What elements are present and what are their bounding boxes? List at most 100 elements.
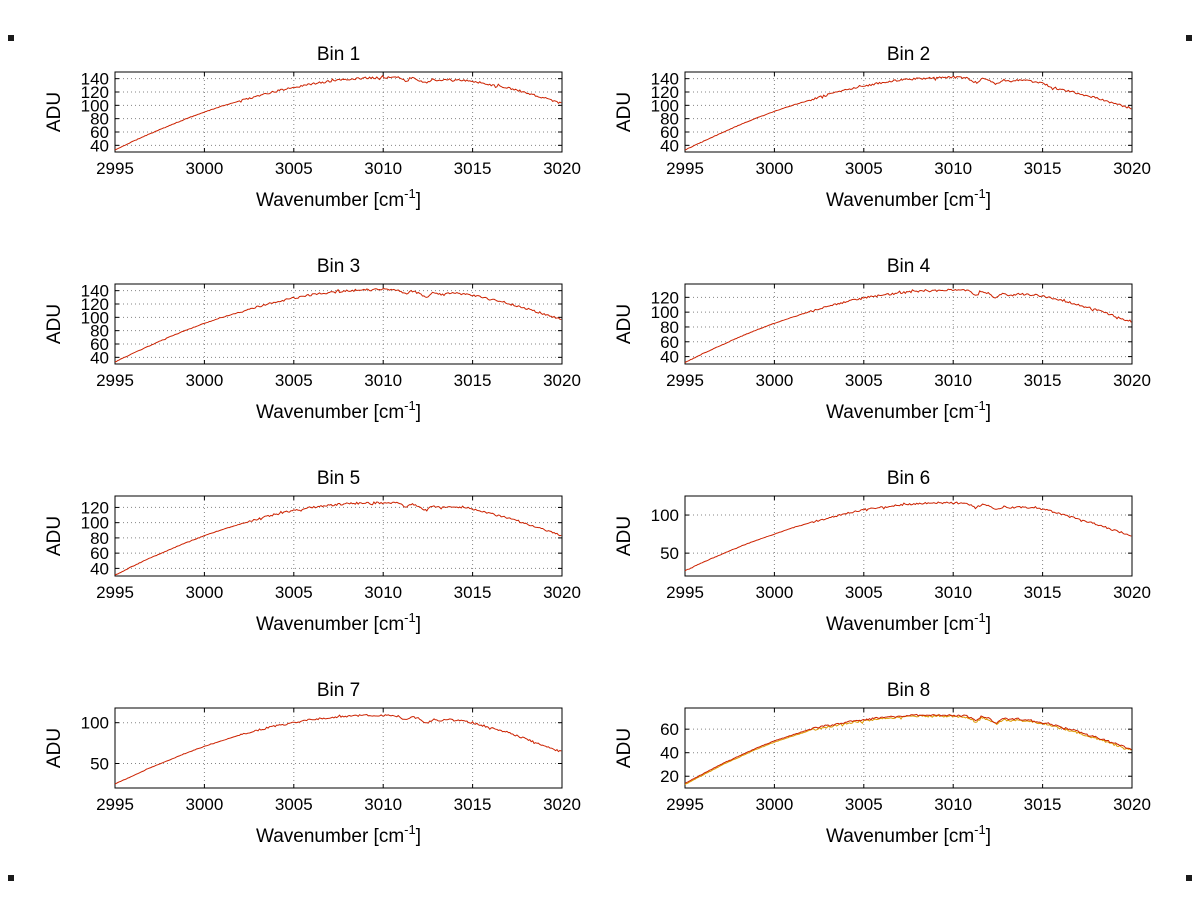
tick-labels: 2995 3000 3005 3010 3015 3020 50 100 <box>651 506 1151 602</box>
x-tick-label: 2995 <box>666 159 704 178</box>
y-tick-label: 40 <box>660 744 679 763</box>
x-tick-label: 3010 <box>364 371 402 390</box>
chart-title: Bin 8 <box>887 680 930 701</box>
x-tick-label: 3020 <box>543 371 581 390</box>
x-tick-label: 2995 <box>96 795 134 814</box>
series-line-spectrum <box>684 288 1132 364</box>
x-axis-label: Wavenumber [cm-1] <box>256 186 421 211</box>
x-axis-label: Wavenumber [cm-1] <box>256 822 421 847</box>
series-line-spectrum <box>114 288 562 363</box>
chart-title: Bin 3 <box>317 256 360 277</box>
y-tick-label: 60 <box>90 123 109 142</box>
chart-title: Bin 5 <box>317 468 360 489</box>
x-tick-label: 3015 <box>1024 583 1062 602</box>
y-axis-label: ADU <box>44 728 65 768</box>
y-tick-label: 100 <box>81 514 109 533</box>
x-tick-label: 3010 <box>934 795 972 814</box>
gridlines <box>114 284 563 364</box>
tick-labels: 2995 3000 3005 3010 3015 3020 50 100 <box>81 714 581 814</box>
y-tick-label: 40 <box>90 136 109 155</box>
x-tick-label: 2995 <box>666 583 704 602</box>
y-axis-label: ADU <box>614 92 635 132</box>
subplot-bin-3: 2995 3000 3005 3010 3015 3020 40 60 80 100 120 140 B… <box>30 252 600 464</box>
corner-artifact-top-left <box>8 35 14 41</box>
y-tick-label: 20 <box>660 767 679 786</box>
x-tick-label: 3020 <box>543 159 581 178</box>
y-tick-label: 120 <box>81 83 109 102</box>
chart-bin-8: 2995 3000 3005 3010 3015 3020 20 40 60 Bin 8 Waven… <box>614 680 1151 847</box>
axes-box <box>684 495 1133 577</box>
x-tick-label: 3015 <box>1024 371 1062 390</box>
x-tick-label: 3010 <box>364 795 402 814</box>
x-tick-label: 3005 <box>845 795 883 814</box>
axes-box <box>684 707 1133 789</box>
y-tick-label: 140 <box>651 70 679 89</box>
axes-box <box>684 71 1133 153</box>
series-line-spectrum <box>684 713 1132 784</box>
x-axis-label: Wavenumber [cm-1] <box>256 398 421 423</box>
y-tick-label: 120 <box>81 498 109 517</box>
y-tick-label: 80 <box>90 322 109 341</box>
tick-labels: 2995 3000 3005 3010 3015 3020 20 40 60 <box>660 720 1151 814</box>
y-tick-label: 120 <box>651 288 679 307</box>
y-axis-label: ADU <box>44 304 65 344</box>
x-tick-label: 3020 <box>1113 795 1151 814</box>
x-tick-label: 3000 <box>185 583 223 602</box>
x-tick-label: 3005 <box>275 371 313 390</box>
x-tick-label: 3000 <box>755 371 793 390</box>
chart-title: Bin 6 <box>887 468 930 489</box>
y-tick-label: 120 <box>651 83 679 102</box>
x-tick-label: 3020 <box>1113 159 1151 178</box>
gridlines <box>684 284 1133 364</box>
y-tick-label: 60 <box>90 544 109 563</box>
axes-box <box>114 71 563 153</box>
gridlines <box>114 496 563 576</box>
series-line-spectrum <box>114 713 562 785</box>
x-tick-label: 3000 <box>755 583 793 602</box>
y-tick-label: 100 <box>651 96 679 115</box>
y-tick-label: 40 <box>660 348 679 367</box>
x-tick-label: 3000 <box>755 159 793 178</box>
subplot-bin-2: 2995 3000 3005 3010 3015 3020 40 60 80 100 120 140 B… <box>600 40 1170 252</box>
y-tick-label: 140 <box>81 282 109 301</box>
y-tick-label: 50 <box>660 544 679 563</box>
y-tick-label: 60 <box>90 335 109 354</box>
x-tick-label: 2995 <box>666 371 704 390</box>
subplot-bin-6: 2995 3000 3005 3010 3015 3020 50 100 Bin 6 Wavenu… <box>600 464 1170 676</box>
x-tick-label: 3010 <box>364 159 402 178</box>
y-tick-label: 80 <box>660 110 679 129</box>
subplot-bin-4: 2995 3000 3005 3010 3015 3020 40 60 80 100 120 Bin … <box>600 252 1170 464</box>
x-tick-label: 3005 <box>275 795 313 814</box>
y-tick-label: 60 <box>660 333 679 352</box>
chart-title: Bin 4 <box>887 256 931 277</box>
x-tick-label: 3015 <box>1024 159 1062 178</box>
y-tick-label: 140 <box>81 70 109 89</box>
y-tick-label: 40 <box>660 136 679 155</box>
x-tick-label: 2995 <box>96 159 134 178</box>
x-tick-label: 3010 <box>364 583 402 602</box>
subplot-bin-7: 2995 3000 3005 3010 3015 3020 50 100 Bin 7 Wavenu… <box>30 676 600 888</box>
gridlines <box>114 708 563 788</box>
x-tick-label: 3010 <box>934 583 972 602</box>
subplot-bin-8: 2995 3000 3005 3010 3015 3020 20 40 60 Bin 8 Waven… <box>600 676 1170 888</box>
y-tick-label: 120 <box>81 295 109 314</box>
y-tick-label: 80 <box>90 529 109 548</box>
axes-box <box>114 495 563 577</box>
x-tick-label: 3010 <box>934 371 972 390</box>
y-tick-label: 100 <box>81 714 109 733</box>
x-tick-label: 3005 <box>275 159 313 178</box>
series-line-spectrum <box>684 501 1132 572</box>
x-tick-label: 3000 <box>185 159 223 178</box>
corner-artifact-bottom-left <box>8 875 14 881</box>
series-line-spectrum <box>114 74 562 151</box>
chart-bin-7: 2995 3000 3005 3010 3015 3020 50 100 Bin 7 Wavenu… <box>44 680 581 847</box>
x-tick-label: 2995 <box>666 795 704 814</box>
gridlines <box>684 72 1133 152</box>
